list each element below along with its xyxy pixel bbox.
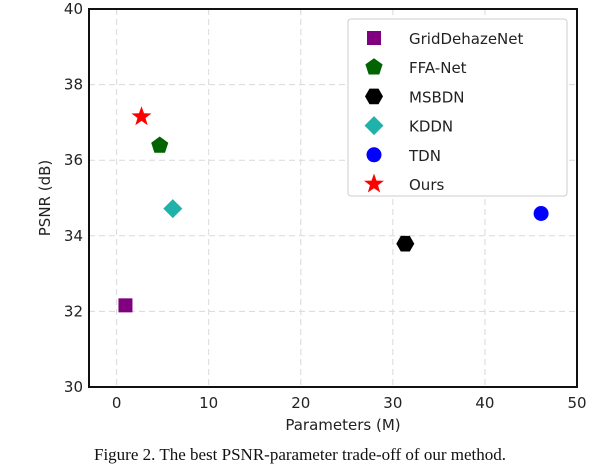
- x-tick-label: 50: [567, 394, 586, 412]
- legend-label: KDDN: [409, 118, 453, 136]
- x-tick-label: 40: [475, 394, 494, 412]
- y-tick-label: 32: [64, 302, 83, 320]
- legend-label: GridDehazeNet: [409, 30, 524, 48]
- legend-box: [347, 18, 568, 197]
- data-point-ffa-net: [151, 136, 169, 153]
- x-tick-label: 30: [383, 394, 402, 412]
- legend-label: MSBDN: [409, 88, 465, 106]
- legend-marker-ours: [364, 173, 384, 193]
- legend-marker-kddn: [364, 116, 384, 136]
- y-axis-label: PSNR (dB): [36, 160, 54, 237]
- x-axis-label: Parameters (M): [285, 416, 400, 434]
- data-point-ours: [131, 106, 152, 126]
- y-tick-label: 36: [64, 151, 83, 169]
- legend-marker-msbdn: [365, 88, 383, 105]
- x-tick-label: 0: [112, 394, 122, 412]
- legend-marker-tdn: [366, 147, 382, 163]
- x-tick-label: 10: [199, 394, 218, 412]
- data-point-kddn: [163, 199, 183, 219]
- data-point-griddehazenet: [118, 298, 133, 313]
- x-tick-label: 20: [291, 394, 310, 412]
- data-point-tdn: [533, 205, 549, 221]
- legend-label: Ours: [409, 176, 444, 194]
- legend-marker-ffa-net: [365, 58, 383, 75]
- y-tick-label: 40: [64, 0, 83, 18]
- scatter-chart: 0 10 20 30 40 50 30 32 34 36 38 40 Parameters (M) PSN…: [36, 0, 587, 434]
- y-tick-label: 34: [64, 227, 83, 245]
- data-point-msbdn: [396, 235, 415, 252]
- y-tick-label: 30: [64, 378, 83, 396]
- legend-label: FFA-Net: [409, 59, 467, 77]
- figure-caption: Figure 2. The best PSNR-parameter trade-…: [94, 445, 506, 464]
- plot-frame: [88, 8, 578, 388]
- legend-marker-griddehazenet: [367, 31, 381, 45]
- legend: GridDehazeNet FFA-Net MSBDN KDDN TDN Ours: [347, 18, 568, 197]
- legend-label: TDN: [408, 147, 441, 165]
- y-tick-label: 38: [64, 76, 83, 94]
